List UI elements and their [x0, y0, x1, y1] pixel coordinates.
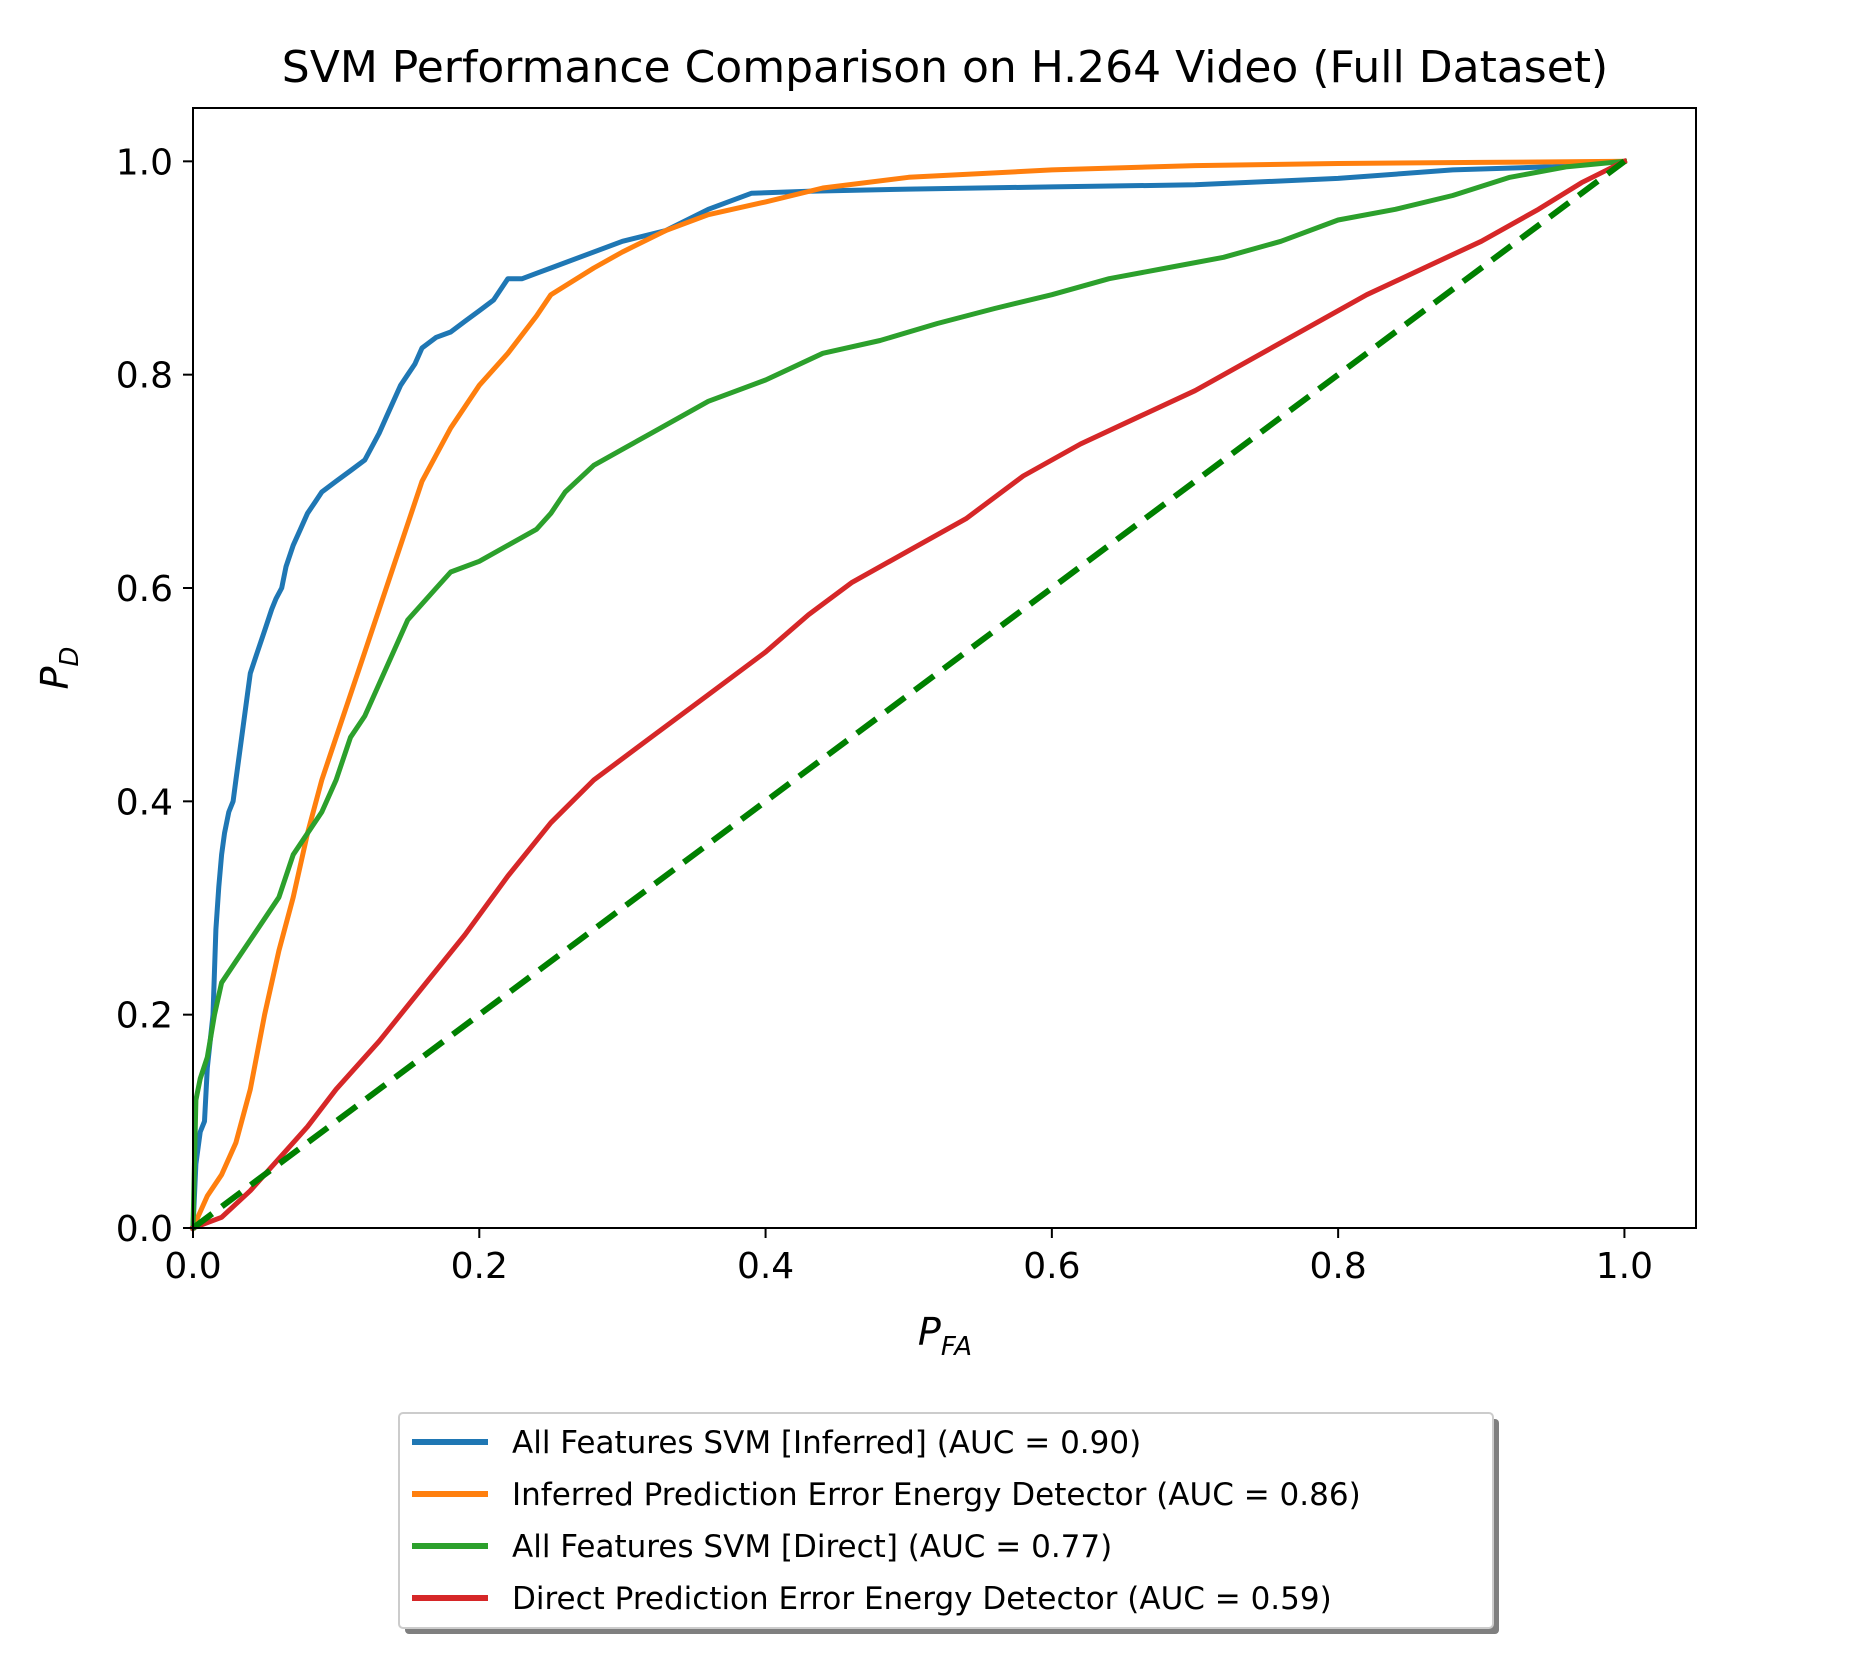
x-tick-label: 1.0: [1596, 1246, 1653, 1287]
x-tick-label: 0.6: [1023, 1246, 1080, 1287]
y-tick-label: 0.0: [116, 1209, 173, 1250]
x-tick-label: 0.8: [1310, 1246, 1367, 1287]
reference-diagonal-line: [191, 158, 1627, 1231]
chart-title: SVM Performance Comparison on H.264 Vide…: [282, 42, 1608, 93]
legend-items: All Features SVM [Inferred] (AUC = 0.90)…: [412, 1425, 1361, 1617]
y-tick-label: 0.2: [116, 996, 173, 1037]
x-axis-label: PFA: [918, 1310, 972, 1362]
x-axis-label-symbol: P: [918, 1310, 941, 1354]
y-tick-label: 0.4: [116, 782, 173, 823]
legend-box: [398, 1412, 1494, 1629]
y-tick-label: 1.0: [116, 142, 173, 183]
x-axis-label-subscript: FA: [941, 1332, 972, 1362]
y-axis-label-symbol: P: [33, 666, 77, 689]
y-tick-label: 0.8: [116, 356, 173, 397]
x-tick-label: 0.2: [451, 1246, 508, 1287]
series-line-3: [190, 158, 1628, 1231]
plot-lines: [189, 157, 1628, 1232]
reference-line-group: [191, 158, 1627, 1231]
plot-area-frame: [192, 107, 1697, 1229]
x-axis: 0.0 0.2 0.4 0.6 0.8 1.0: [164, 1228, 1653, 1287]
y-axis-label: PD: [33, 647, 85, 690]
x-tick-label: 0.0: [164, 1246, 221, 1287]
series-line-4: [189, 157, 1628, 1232]
y-axis: 0.0 0.2 0.4 0.6 0.8 1.0: [116, 142, 193, 1250]
legend-label-1: All Features SVM [Inferred] (AUC = 0.90): [512, 1425, 1141, 1461]
y-tick-label: 0.6: [116, 569, 173, 610]
x-tick-label: 0.4: [737, 1246, 794, 1287]
series-line-2: [189, 158, 1627, 1232]
legend-label-2: Inferred Prediction Error Energy Detecto…: [512, 1477, 1361, 1513]
legend: All Features SVM [Inferred] (AUC = 0.90)…: [398, 1412, 1499, 1634]
legend-label-4: Direct Prediction Error Energy Detector …: [512, 1581, 1332, 1617]
legend-label-3: All Features SVM [Direct] (AUC = 0.77): [512, 1529, 1112, 1565]
y-axis-label-subscript: D: [55, 647, 85, 667]
